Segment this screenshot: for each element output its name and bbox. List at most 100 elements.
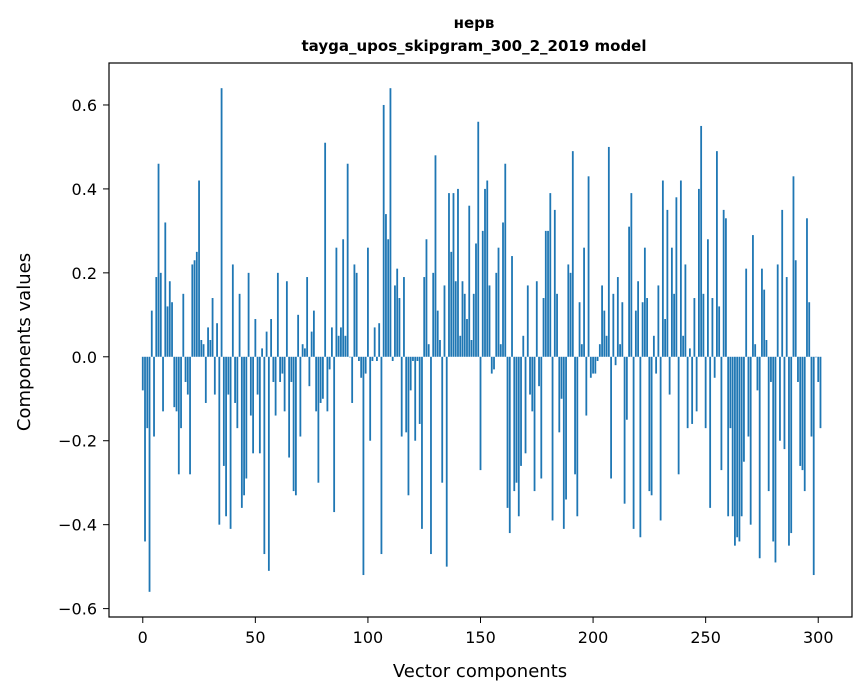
bar	[585, 356, 588, 416]
bar	[367, 247, 369, 357]
bar	[767, 356, 770, 492]
bar	[285, 281, 288, 357]
bar	[376, 356, 378, 361]
bar	[218, 356, 221, 525]
y-tick-label: −0.6	[58, 600, 97, 619]
bar	[801, 356, 804, 471]
bar	[646, 298, 649, 357]
bar	[565, 356, 567, 500]
bar	[598, 344, 601, 357]
bar	[743, 356, 745, 462]
bar	[603, 310, 606, 357]
bar	[547, 230, 549, 357]
bar	[515, 356, 518, 483]
bar	[204, 356, 207, 403]
bar	[450, 251, 453, 357]
bar	[695, 356, 698, 412]
bar	[551, 356, 554, 521]
bar	[463, 293, 466, 357]
bar	[182, 293, 185, 357]
bar	[610, 356, 612, 479]
bar	[454, 281, 457, 357]
bar	[326, 356, 329, 412]
bar	[263, 356, 266, 555]
bar	[752, 235, 754, 357]
bar	[236, 356, 239, 429]
bar	[711, 298, 714, 357]
bar	[168, 281, 171, 357]
bar	[317, 356, 320, 483]
bar	[544, 230, 547, 357]
bar	[261, 348, 263, 357]
bar	[533, 356, 536, 492]
bar	[418, 356, 421, 424]
bar	[637, 281, 640, 357]
bar	[612, 293, 615, 357]
bar	[389, 88, 392, 357]
bar	[655, 356, 658, 374]
bar	[776, 264, 779, 357]
bar	[506, 356, 509, 508]
bar	[414, 356, 417, 441]
bar	[353, 264, 356, 357]
bar	[779, 356, 781, 441]
bar	[522, 335, 525, 357]
bar	[344, 335, 347, 357]
bar	[567, 264, 570, 357]
bar	[157, 163, 160, 357]
bar	[605, 335, 608, 357]
bar	[382, 104, 385, 357]
bar	[652, 335, 655, 357]
bar	[180, 356, 182, 429]
bar	[745, 268, 748, 357]
bar	[614, 356, 617, 366]
bar	[648, 356, 651, 492]
bar	[153, 356, 155, 437]
x-tick-label: 200	[578, 628, 609, 647]
bar	[731, 356, 734, 517]
bar	[303, 348, 306, 357]
bar	[772, 356, 775, 542]
bar	[819, 356, 822, 429]
bar	[691, 356, 694, 424]
bar	[675, 197, 678, 357]
bar	[538, 356, 540, 387]
bar	[578, 302, 581, 357]
x-axis-ticks: 0 50 100 150 200 250 300	[138, 617, 834, 647]
bar	[562, 356, 565, 529]
y-axis-label: Components values	[14, 253, 35, 431]
bar	[400, 356, 403, 437]
bar	[294, 356, 297, 496]
bar	[815, 356, 817, 358]
x-tick-label: 150	[465, 628, 496, 647]
bar	[207, 327, 209, 357]
bar	[173, 356, 176, 408]
bar	[556, 293, 558, 357]
bar	[290, 356, 293, 382]
bar	[812, 356, 815, 576]
bar	[520, 356, 522, 466]
bar	[666, 209, 669, 357]
bar	[231, 264, 234, 357]
bar	[409, 356, 412, 391]
bar	[738, 356, 741, 542]
bar	[405, 356, 408, 433]
bar	[747, 356, 750, 437]
bar	[150, 310, 153, 357]
bar	[306, 277, 309, 357]
bar	[459, 335, 462, 357]
bar	[238, 293, 241, 357]
bar	[229, 356, 232, 529]
bar	[335, 247, 338, 357]
bar	[319, 356, 322, 403]
bar	[761, 268, 763, 357]
bar	[670, 247, 673, 357]
bar	[252, 356, 254, 454]
bar	[225, 356, 227, 517]
bar	[481, 230, 484, 357]
bar	[380, 356, 383, 555]
bar	[448, 193, 450, 357]
bar	[331, 327, 333, 357]
bar	[657, 285, 660, 357]
bar	[272, 356, 275, 382]
